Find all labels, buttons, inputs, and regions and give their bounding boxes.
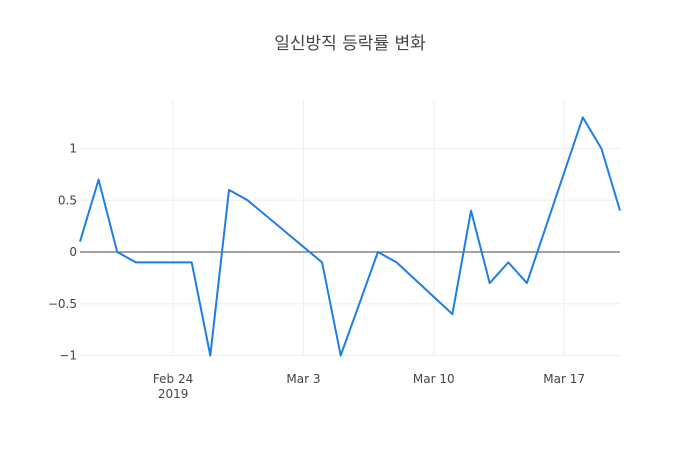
x-tick-label: Mar 3 xyxy=(286,372,320,386)
gridlines xyxy=(80,100,620,356)
y-tick-label: 1 xyxy=(69,142,77,156)
y-tick-label: 0 xyxy=(69,245,77,259)
chart-title: 일신방직 등락률 변화 xyxy=(274,34,426,54)
series-line xyxy=(79,116,621,357)
x-tick-label: Mar 17 xyxy=(543,372,585,386)
y-axis-ticks: 1 0.5 0 −0.5 −1 xyxy=(48,142,77,363)
x-tick-label: Mar 10 xyxy=(413,372,455,386)
y-tick-label: −0.5 xyxy=(48,297,77,311)
x-tick-year-label: 2019 xyxy=(158,387,189,401)
y-tick-label: −1 xyxy=(59,349,77,363)
data-series xyxy=(79,116,621,357)
x-tick-label: Feb 24 xyxy=(153,372,193,386)
y-tick-label: 0.5 xyxy=(58,193,77,207)
